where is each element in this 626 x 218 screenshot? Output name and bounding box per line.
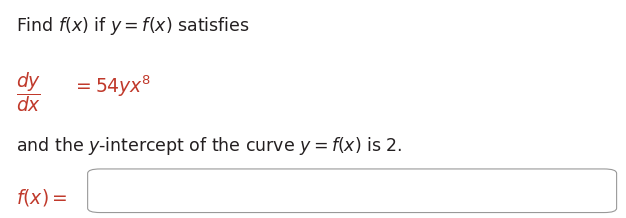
Text: and the $y$-intercept of the curve $y = f(x)$ is 2.: and the $y$-intercept of the curve $y = … [16, 135, 403, 157]
Text: Find $f(x)$ if $y = f(x)$ satisfies: Find $f(x)$ if $y = f(x)$ satisfies [16, 15, 249, 37]
FancyBboxPatch shape [88, 169, 617, 213]
Text: $= 54yx^8$: $= 54yx^8$ [72, 73, 151, 99]
Text: $f(x) =$: $f(x) =$ [16, 187, 68, 208]
Text: $\dfrac{dy}{dx}$: $\dfrac{dy}{dx}$ [16, 70, 41, 114]
